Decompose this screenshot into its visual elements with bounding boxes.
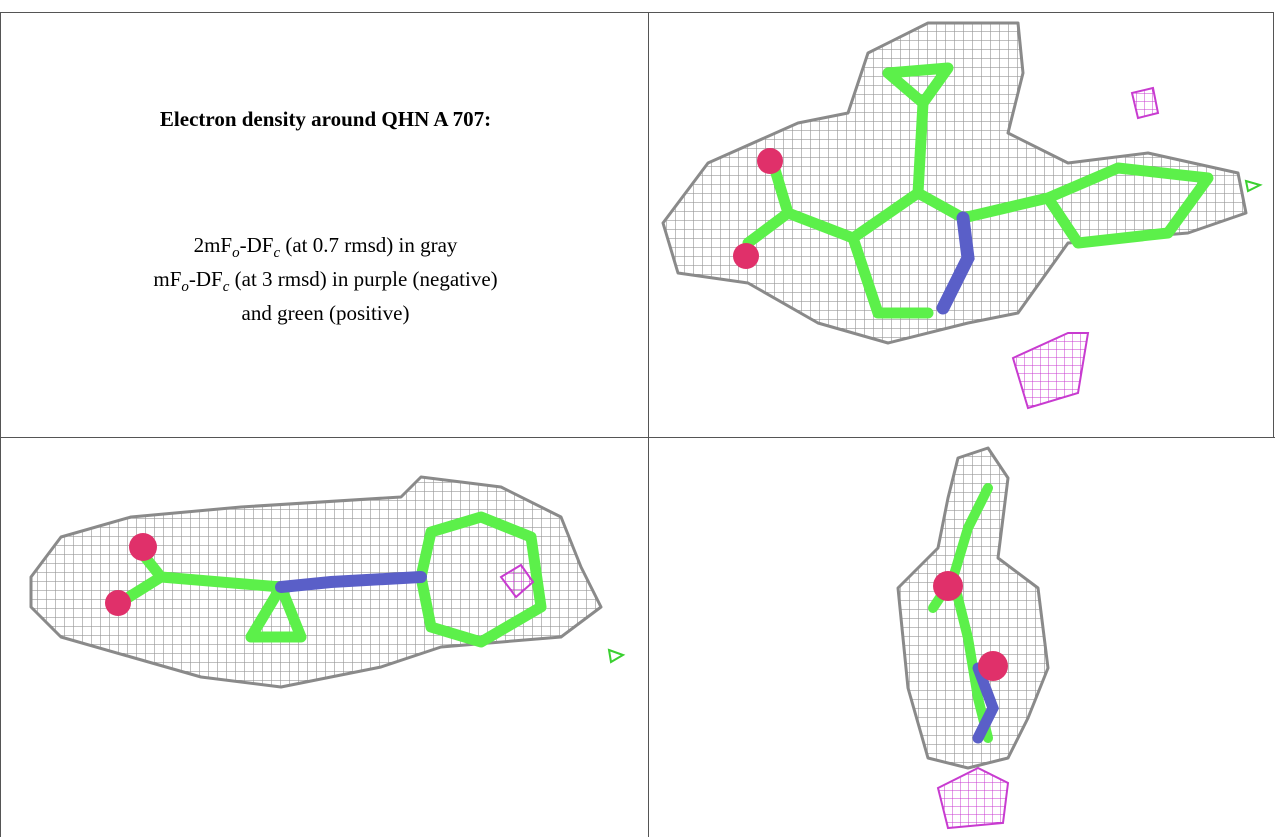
title: Electron density around QHN A 707: <box>1 107 650 132</box>
caption-text: 2mF <box>194 233 233 257</box>
caption-text: -DF <box>189 267 223 291</box>
caption-line: 2mFo-DFc (at 0.7 rmsd) in gray <box>1 232 650 266</box>
caption-line: and green (positive) <box>1 300 650 326</box>
figure: Electron density around QHN A 707: 2mFo-… <box>0 0 1275 837</box>
density-image <box>648 13 1272 437</box>
density-view-2 <box>0 437 649 837</box>
subscript: o <box>181 279 189 295</box>
density-view-3 <box>648 437 1275 837</box>
caption-text: (at 0.7 rmsd) in gray <box>280 233 457 257</box>
subscript: o <box>232 245 240 261</box>
density-image <box>1 437 649 837</box>
text-cell: Electron density around QHN A 707: 2mFo-… <box>0 12 649 438</box>
caption-text: and green (positive) <box>242 301 410 325</box>
caption-text: (at 3 rmsd) in purple (negative) <box>229 267 497 291</box>
density-image <box>648 438 1274 838</box>
caption-text: mF <box>153 267 181 291</box>
caption-text: -DF <box>240 233 274 257</box>
density-view-1 <box>648 12 1274 438</box>
caption-line: mFo-DFc (at 3 rmsd) in purple (negative) <box>1 266 650 300</box>
